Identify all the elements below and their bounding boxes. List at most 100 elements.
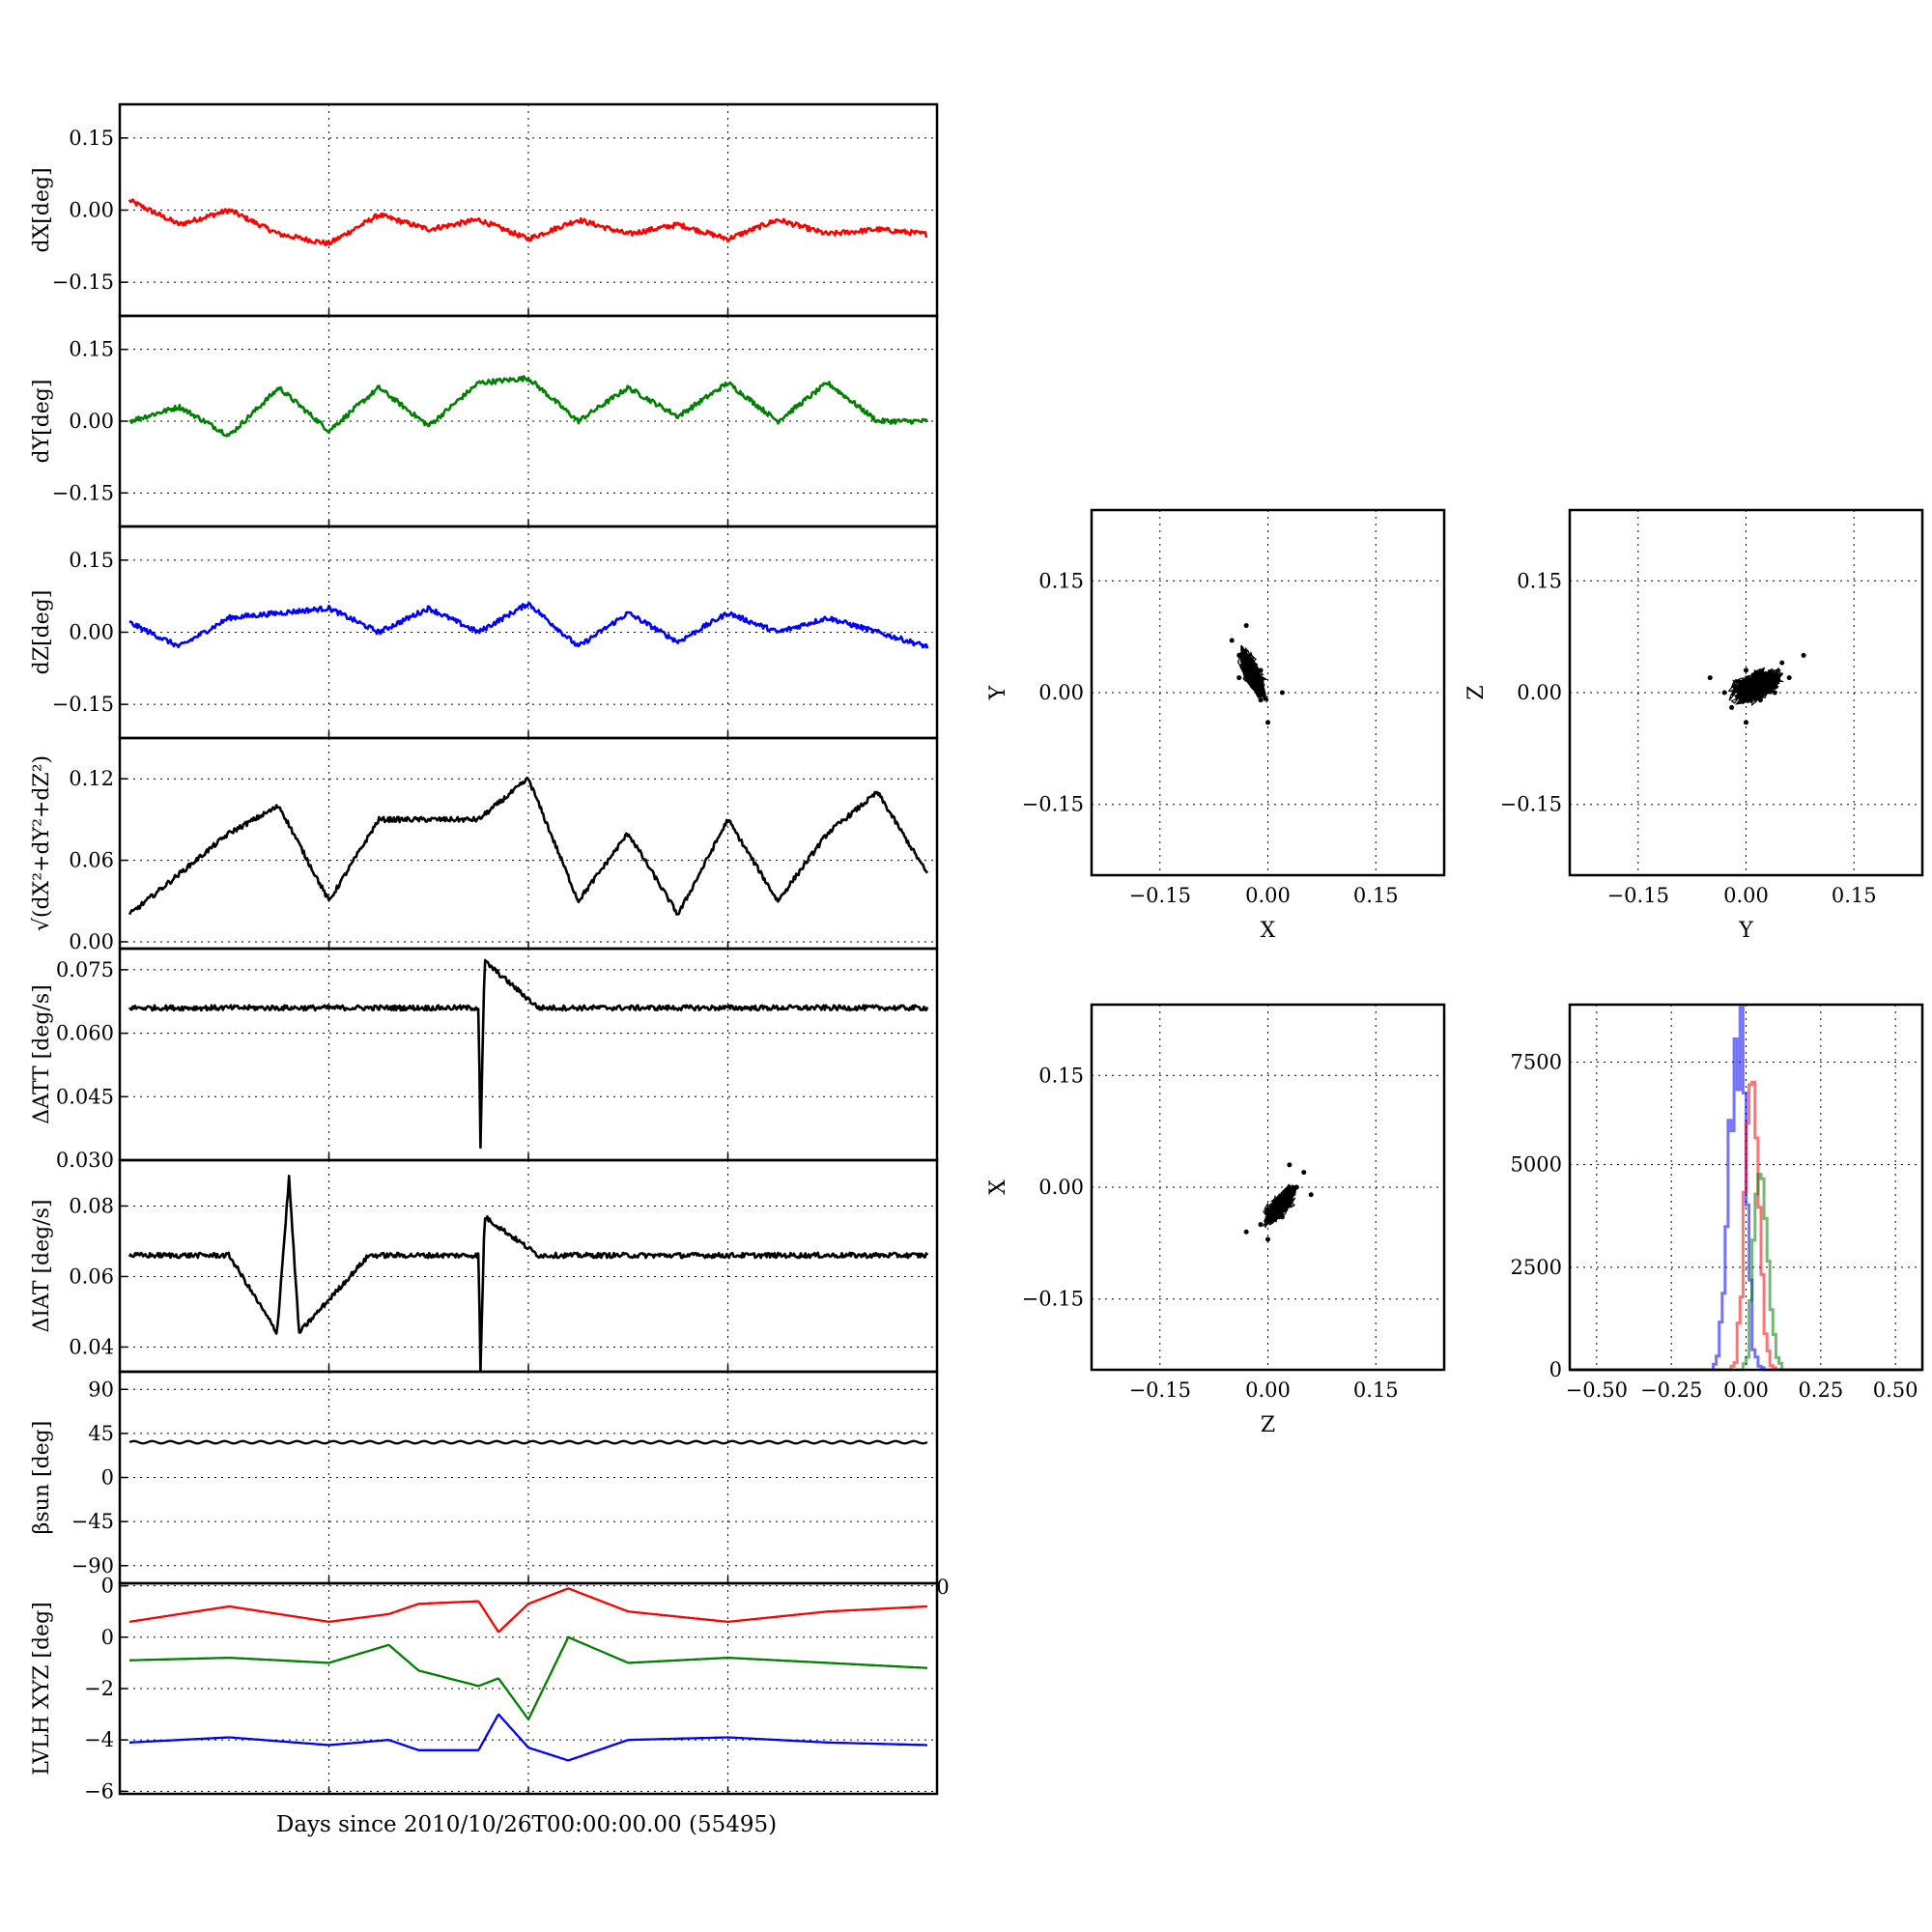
y-axis-label: βsun [deg] (30, 1421, 54, 1535)
y-tick-label: −0.15 (1500, 793, 1562, 816)
scatter-point (1279, 1199, 1285, 1205)
y-tick-label: 0.15 (69, 338, 114, 361)
y-tick-label: 0.00 (1517, 681, 1562, 704)
y-tick-label: 0.00 (69, 410, 114, 433)
scatter-point (1265, 720, 1270, 725)
panel-frame (118, 947, 939, 1162)
x-tick-label: −0.15 (1607, 884, 1669, 907)
y-tick-label: 0.15 (1038, 569, 1084, 592)
series-line (128, 375, 929, 438)
panel-dz: 0.15 0.00 −0.15 dZ[deg] (30, 525, 939, 740)
panel-beta: 90 45 0 −45 −90 βsun [deg] (30, 1370, 939, 1585)
series-line (128, 958, 929, 1150)
y-tick-label: 7500 (1511, 1050, 1562, 1073)
scatter-point (1744, 668, 1748, 673)
y-tick-label: 0.060 (56, 1022, 114, 1045)
y-axis-label: ΔIAT [deg/s] (30, 1200, 54, 1333)
x-tick-label: −0.25 (1640, 1378, 1702, 1402)
panel-dx: 0.15 0.00 −0.15 dX[deg] (30, 102, 939, 318)
x-axis-label: Days since 2010/10/26T00:00:00.00 (55495… (276, 1812, 777, 1837)
y-tick-label: 0 (101, 1626, 114, 1649)
scatter-point (1279, 1214, 1285, 1220)
series-line (128, 776, 929, 916)
scatter-panel-xy: −0.15 0.15 0.00 0.00 0.15 −0.15 X Y (986, 508, 1446, 943)
scatter-point (1721, 690, 1727, 696)
panel-frame (1090, 1003, 1446, 1372)
y-tick-label: 0.045 (56, 1085, 114, 1108)
x-axis-label: Y (1738, 919, 1753, 943)
scatter-trace (1262, 1183, 1298, 1229)
x-axis-label: X (1261, 919, 1276, 943)
y-tick-label: 0.075 (56, 958, 114, 981)
series-line (129, 1713, 927, 1762)
x-tick-label: 0.50 (1873, 1378, 1918, 1402)
panel-datt: 0.075 0.060 0.045 0.030 ΔATT [deg/s] (30, 947, 939, 1172)
x-tick-label: 0.25 (1798, 1378, 1843, 1402)
histogram-series (1570, 1080, 1922, 1372)
y-tick-label: 0 (1549, 1358, 1562, 1381)
y-tick-label: −0.15 (1022, 793, 1084, 816)
x-tick-label: −0.15 (1129, 1378, 1191, 1402)
correlation-column: −0.15 0.15 0.00 0.00 0.15 −0.15 X Y −0.15 0.15 0.0… (986, 508, 1924, 1437)
y-tick-label: 0 (101, 1575, 114, 1598)
series-line (128, 1175, 929, 1373)
scatter-point (1287, 1162, 1293, 1168)
panel-diat: 0.08 0.06 0.04 ΔIAT [deg/s] (30, 1158, 939, 1374)
y-tick-label: 0.06 (69, 1264, 114, 1288)
scatter-point (1308, 1192, 1314, 1198)
y-tick-label: 0.12 (69, 767, 114, 790)
y-axis-label: ΔATT [deg/s] (30, 984, 54, 1123)
scatter-point (1279, 690, 1285, 696)
y-tick-label: 0.15 (1038, 1064, 1084, 1087)
scatter-point (1236, 652, 1242, 658)
scatter-point (1236, 675, 1242, 681)
x-tick-label: 0.00 (1245, 1378, 1291, 1402)
x-tick-label: 0.00 (1723, 1378, 1769, 1402)
y-axis-label: LVLH XYZ [deg] (30, 1602, 54, 1776)
y-tick-label: 0.08 (69, 1194, 114, 1217)
y-tick-label: 0 (101, 1466, 114, 1490)
y-tick-label: −0.15 (52, 693, 114, 716)
panel-dy: 0.15 0.00 −0.15 dY[deg] (30, 314, 939, 528)
x-tick-label: −0.15 (1129, 884, 1191, 907)
y-axis-label: Y (986, 685, 1010, 700)
scatter-point (1243, 668, 1249, 673)
y-axis-label: dY[deg] (30, 380, 54, 464)
scatter-point (1258, 1222, 1264, 1228)
y-tick-label: 5000 (1511, 1153, 1562, 1177)
scatter-point (1757, 697, 1763, 703)
x-tick-label: 0.00 (1245, 884, 1291, 907)
panel-frame (118, 1581, 939, 1796)
y-axis-label: dZ[deg] (30, 590, 54, 675)
panel-frame (118, 736, 939, 951)
y-tick-label: 0.00 (1038, 1176, 1084, 1199)
scatter-point (1265, 1207, 1270, 1212)
panel-lvlh: 0 0 −2 −4 −6 LVLH XYZ [deg] (30, 1575, 939, 1803)
x-tick-label: 0.15 (1353, 884, 1399, 907)
histogram-panel: −0.50 −0.25 0.00 0.25 0.50 7500 5000 2500 0 (1511, 1003, 1924, 1402)
scatter-trace (1236, 644, 1269, 703)
y-tick-label: −4 (84, 1728, 114, 1751)
y-tick-label: −6 (84, 1779, 114, 1803)
scatter-point (1744, 720, 1748, 725)
y-tick-label: −90 (71, 1554, 114, 1577)
series-line (128, 1587, 928, 1634)
y-axis-label: Z (1464, 685, 1489, 699)
x-tick-label: 0.00 (1723, 884, 1769, 907)
scatter-point (1729, 704, 1735, 710)
scatter-point (1243, 623, 1249, 629)
x-tick-label: 0.15 (1832, 884, 1877, 907)
x-tick-label: 0.15 (1353, 1378, 1399, 1402)
series-line (128, 1635, 927, 1721)
scatter-point (1786, 675, 1792, 681)
scatter-point (1258, 668, 1264, 673)
panel-frame (1568, 508, 1924, 877)
series-line (128, 198, 928, 247)
y-axis-label: dX[deg] (30, 167, 54, 252)
y-tick-label: −0.15 (52, 270, 114, 294)
y-tick-label: 2500 (1511, 1256, 1562, 1279)
scatter-point (1772, 690, 1777, 696)
panel-frame (1090, 508, 1446, 877)
scatter-point (1301, 1170, 1307, 1176)
